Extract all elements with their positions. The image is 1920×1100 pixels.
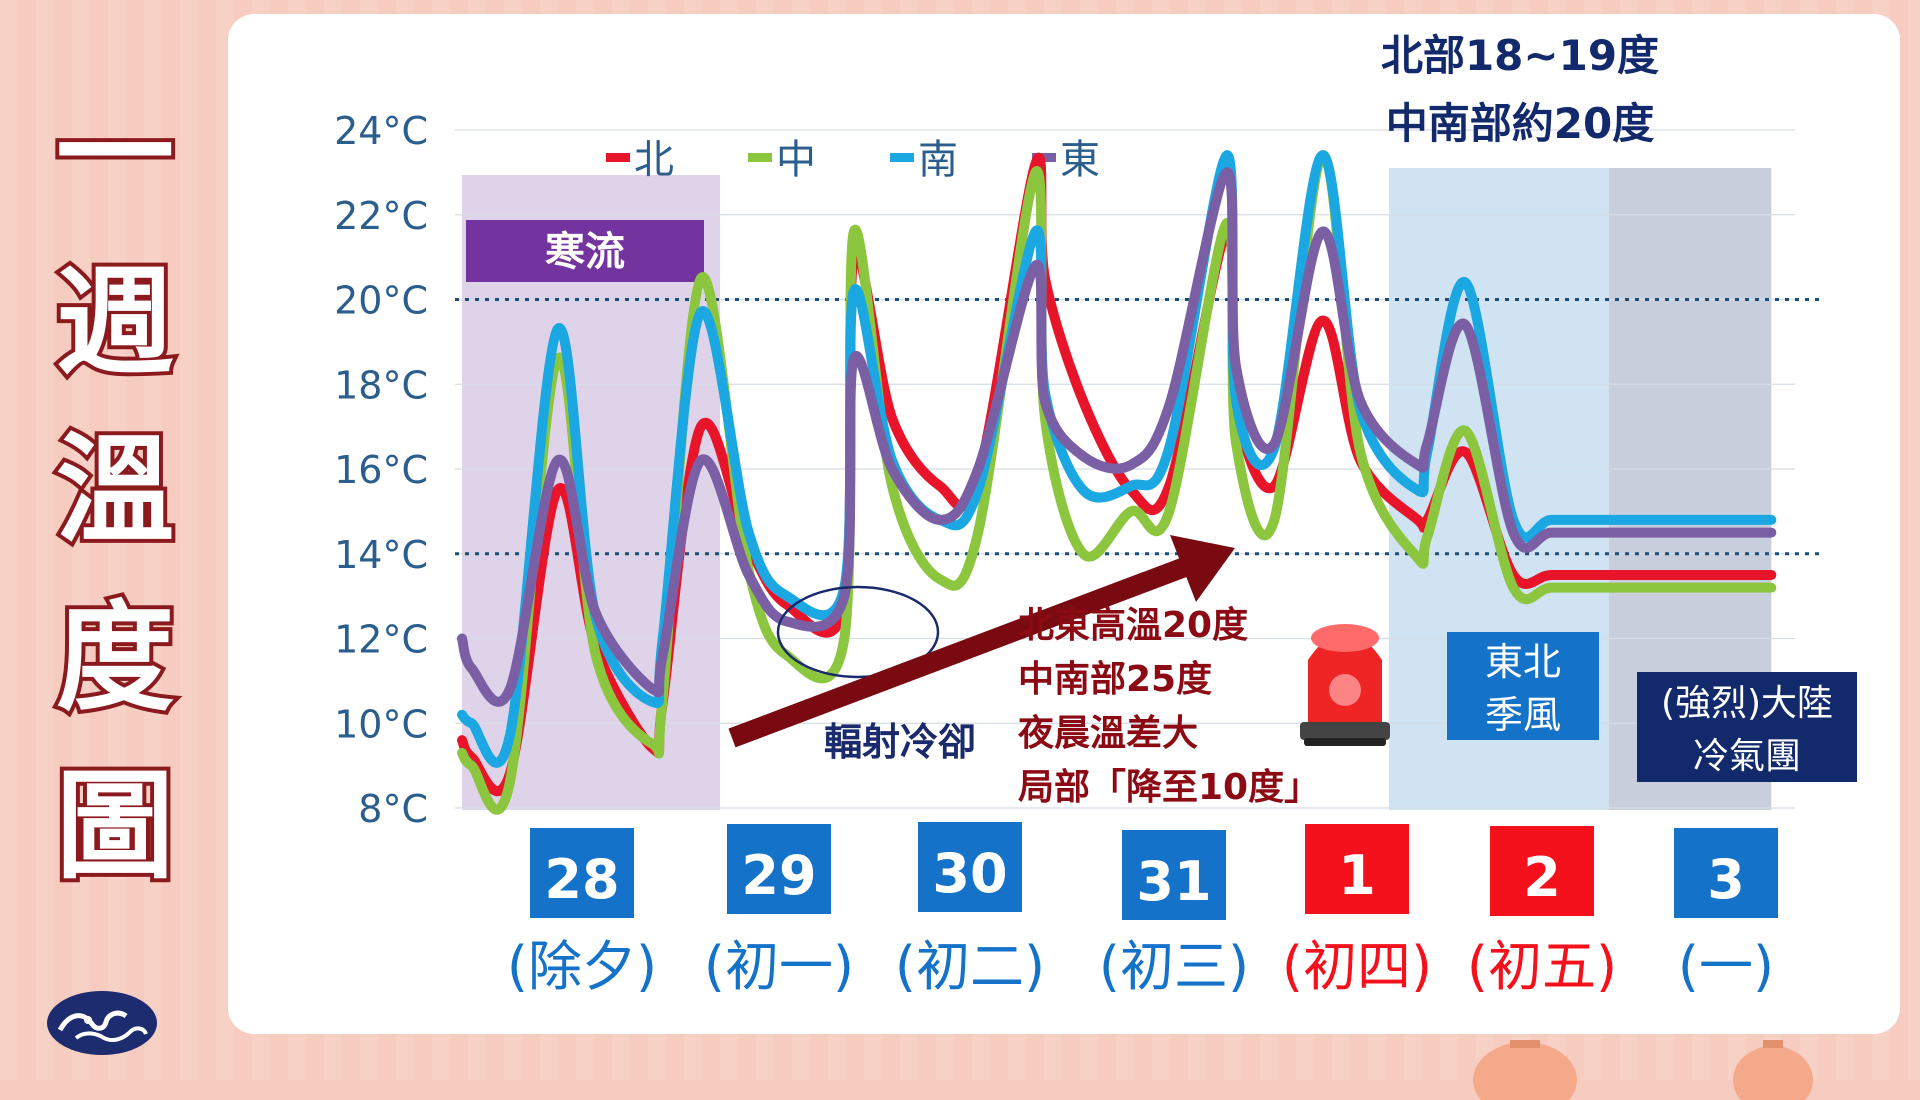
middle-annotation-line: 中南部25度 [1018,659,1212,700]
day-date: 1 [1338,844,1376,907]
y-tick-label: 14°C [334,533,428,577]
middle-annotation-line: 夜晨溫差大 [1017,713,1198,754]
side-title-char: 一 [52,81,178,227]
y-axis-ticks: 24°C 22°C 20°C 18°C 16°C 14°C 12°C 10°C 8°C [334,109,428,831]
side-title: 一 週 溫 度 圖 [40,70,190,910]
y-tick-label: 18°C [334,363,428,407]
y-tick-label: 12°C [334,618,428,662]
y-tick-label: 10°C [334,702,428,746]
middle-annotation-line: 局部「降至10度」 [1018,767,1320,808]
day-label: (除夕) [507,935,657,998]
day-box [1122,830,1226,920]
day-date: 28 [544,848,619,911]
legend-east-label: 東 [1060,137,1100,183]
x-axis-days: 28 (除夕) 29 (初一) 30 (初二) 31 (初三) 1 (初四) 2 (初五) 3 (一) [507,822,1778,998]
siren-icon [1300,624,1390,746]
y-tick-label: 8°C [358,787,428,831]
day-label: (初二) [895,935,1045,998]
continental-label-line: 冷氣團 [1693,736,1801,777]
day-box [918,822,1022,912]
ne-monsoon-label-line: 東北 [1485,640,1561,684]
side-title-char: 圖 [52,753,178,899]
day-box [1490,826,1594,916]
day-label: (一) [1678,935,1774,998]
day-date: 30 [932,842,1007,905]
day-label: (初一) [704,935,854,998]
day-label: (初四) [1282,935,1432,998]
legend-south-swatch [890,153,914,162]
top-annotation-line2: 中南部約20度 [1386,99,1654,148]
side-title-char: 週 [52,249,178,395]
day-date: 31 [1136,850,1211,913]
day-box [1674,828,1778,918]
day-date: 29 [741,844,816,907]
day-date: 3 [1707,848,1745,911]
top-annotation-line1: 北部18~19度 [1381,31,1659,80]
day-box [1305,824,1409,914]
middle-annotation: 北東高溫20度 中南部25度 夜晨溫差大 局部「降至10度」 [1017,605,1320,808]
day-box [727,824,831,914]
day-label: (初五) [1467,935,1617,998]
warming-arrow-icon [728,535,1235,748]
legend-south-label: 南 [918,137,958,183]
day-date: 2 [1523,846,1561,909]
legend-central-label: 中 [776,137,816,183]
legend-central-swatch [748,153,772,162]
legend-north-swatch [606,153,630,162]
legend-north-label: 北 [634,137,674,183]
side-title-char: 度 [52,585,178,731]
side-title-char: 溫 [52,417,178,563]
cold-wave-label: 寒流 [545,229,625,275]
continental-label-line: (強烈)大陸 [1661,683,1833,724]
radiation-ellipse [776,585,940,679]
series-lines [457,150,1777,815]
y-tick-label: 16°C [334,448,428,492]
legend: 北 中 南 東 [606,137,1100,183]
radiation-label: 輻射冷卻 [824,720,976,764]
cold-wave-box [466,220,704,282]
y-tick-label: 20°C [334,279,428,323]
day-label: (初三) [1099,935,1249,998]
cwa-logo-icon [47,991,157,1055]
series-line-east [457,167,1777,707]
y-tick-label: 22°C [334,194,428,238]
y-tick-label: 24°C [334,109,428,153]
middle-annotation-line: 北東高溫20度 [1018,605,1248,646]
continental-box [1637,672,1857,782]
ne-monsoon-box [1447,632,1599,740]
day-box [530,828,634,918]
ne-monsoon-label-line: 季風 [1485,693,1561,737]
